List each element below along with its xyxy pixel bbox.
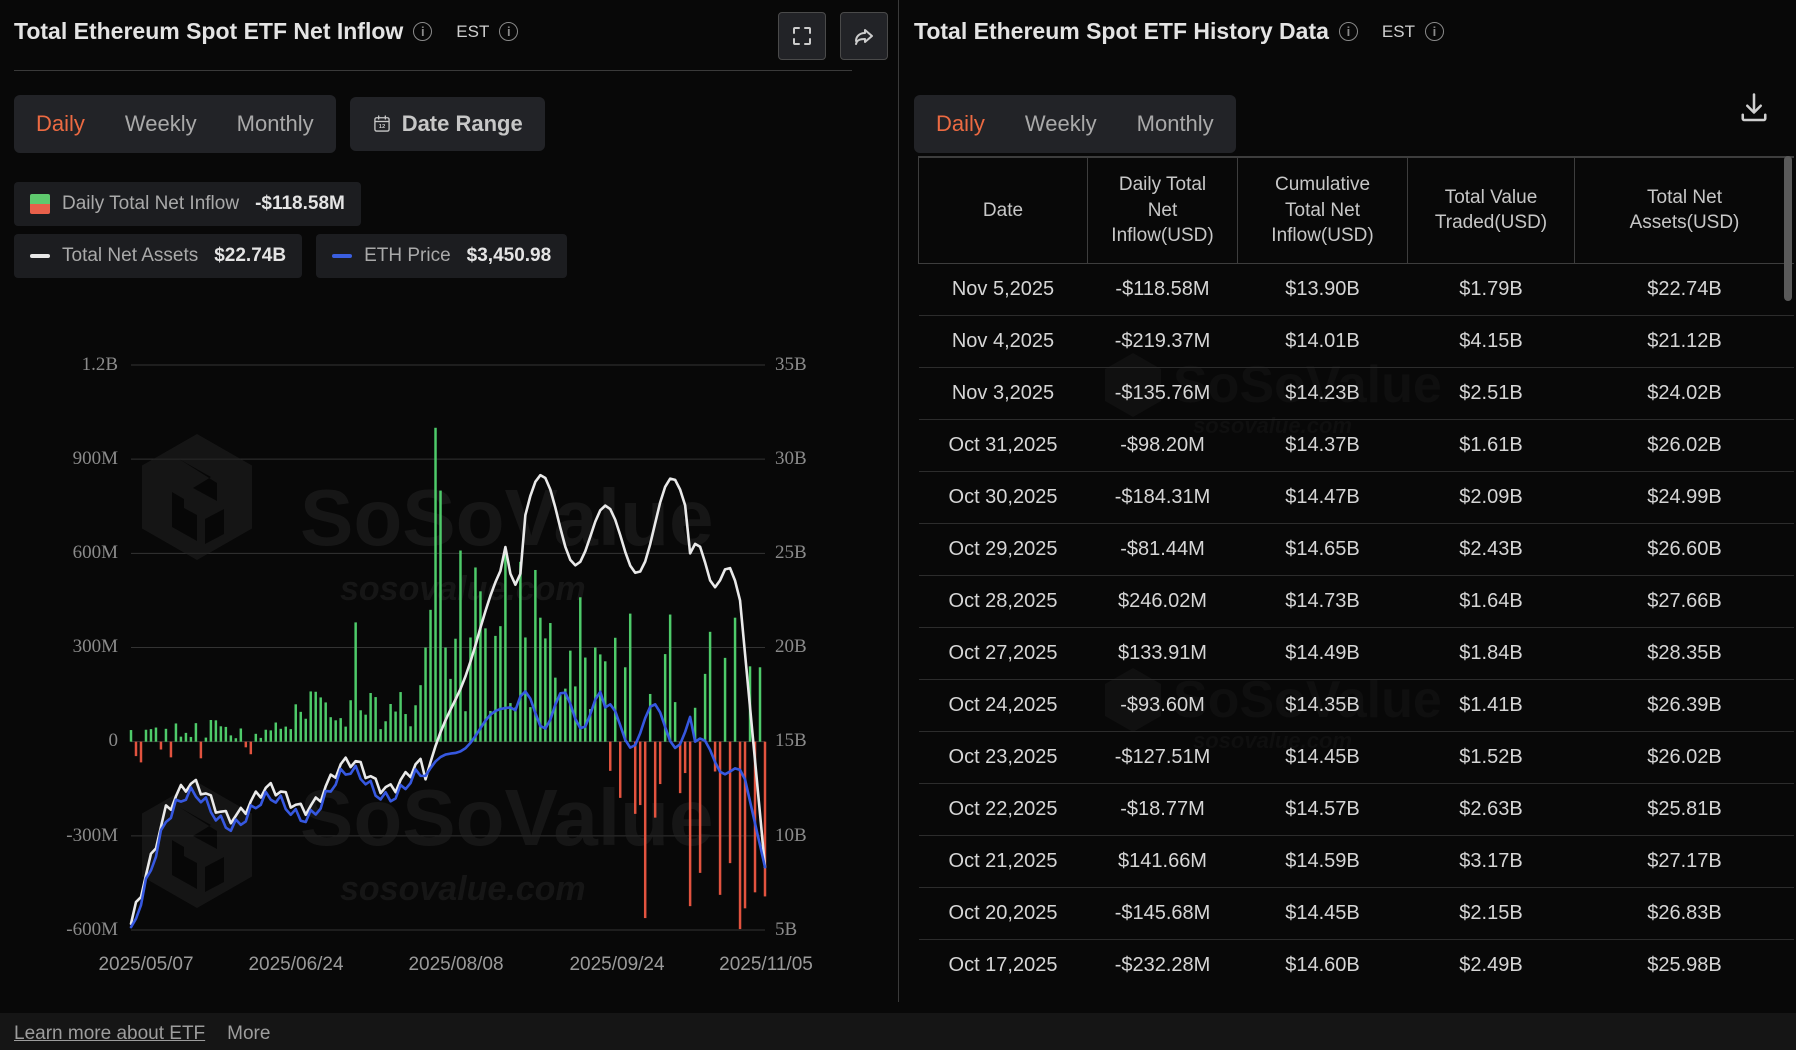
svg-text:600M: 600M bbox=[73, 542, 119, 563]
svg-text:-600M: -600M bbox=[66, 919, 118, 940]
svg-text:300M: 300M bbox=[73, 636, 119, 657]
svg-text:2025/11/05: 2025/11/05 bbox=[719, 954, 813, 975]
svg-text:sosovalue.com: sosovalue.com bbox=[340, 870, 586, 908]
svg-text:15B: 15B bbox=[775, 730, 807, 751]
svg-text:25B: 25B bbox=[775, 542, 807, 563]
svg-text:35B: 35B bbox=[775, 354, 807, 375]
svg-text:sosovalue.com: sosovalue.com bbox=[340, 570, 586, 608]
svg-text:2025/05/07: 2025/05/07 bbox=[98, 954, 193, 975]
svg-text:-300M: -300M bbox=[66, 825, 118, 846]
svg-text:30B: 30B bbox=[775, 448, 807, 469]
svg-text:2025/06/24: 2025/06/24 bbox=[248, 954, 344, 975]
svg-text:2025/09/24: 2025/09/24 bbox=[569, 954, 665, 975]
svg-text:900M: 900M bbox=[73, 448, 119, 469]
svg-text:SoSoValue: SoSoValue bbox=[300, 773, 713, 862]
svg-text:1.2B: 1.2B bbox=[82, 354, 118, 375]
svg-text:2025/08/08: 2025/08/08 bbox=[408, 954, 503, 975]
svg-text:5B: 5B bbox=[775, 919, 797, 940]
svg-text:10B: 10B bbox=[775, 825, 807, 846]
svg-text:20B: 20B bbox=[775, 636, 807, 657]
svg-text:0: 0 bbox=[109, 730, 119, 751]
